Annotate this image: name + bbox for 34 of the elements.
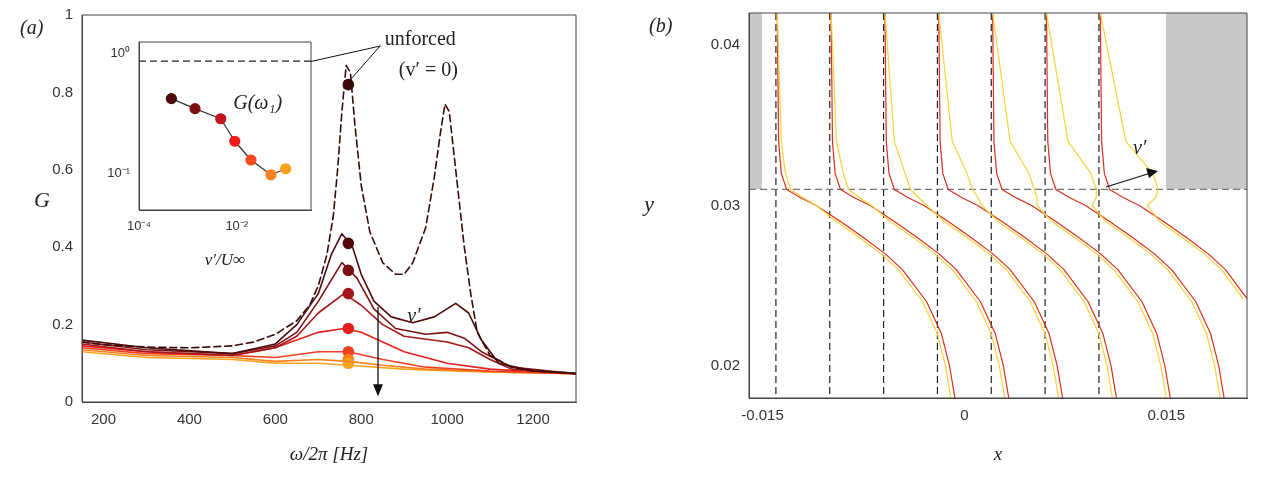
y-tick-label: 0.03 xyxy=(710,195,740,213)
y-tick-label: 10⁻¹ xyxy=(107,165,131,181)
x-tick-label: 0.015 xyxy=(1147,406,1186,424)
x-tick-label: 10⁻⁴ xyxy=(126,218,152,234)
y-tick-label: 0.4 xyxy=(52,237,73,255)
y-tick-label: 0.2 xyxy=(52,314,73,332)
x-axis-title: ω/2π [Hz] xyxy=(289,442,369,464)
y-tick-label: 1 xyxy=(64,5,73,23)
annotation: unforced xyxy=(384,26,456,49)
y-tick-label: 0.8 xyxy=(52,82,73,100)
x-axis-title: v′/U∞ xyxy=(204,250,246,270)
y-tick-label: 0.04 xyxy=(710,35,740,53)
x-tick-label: 0 xyxy=(960,406,969,424)
y-tick-label: 0.6 xyxy=(52,159,73,177)
x-tick-label: 600 xyxy=(262,410,288,428)
x-tick-label: 400 xyxy=(176,410,202,428)
y-axis-title: G xyxy=(34,186,51,212)
y-tick-label: 0 xyxy=(64,392,73,410)
x-tick-label: 1200 xyxy=(516,410,550,428)
y-tick-label: 0.02 xyxy=(710,356,740,374)
chart-title: (a) xyxy=(20,16,44,40)
y-tick-label: 10⁰ xyxy=(110,44,130,60)
x-tick-label: 200 xyxy=(90,410,116,428)
x-tick-label: 800 xyxy=(348,410,374,428)
x-tick-label: 1000 xyxy=(430,410,464,428)
annotation: v′ xyxy=(407,304,422,327)
annotation: (v′ = 0) xyxy=(398,57,458,81)
annotation: v′ xyxy=(1133,135,1147,158)
y-axis-title: y xyxy=(642,191,655,217)
x-axis-title: x xyxy=(992,442,1003,464)
annotation: G(ω₁) xyxy=(233,91,283,115)
x-tick-label: 10⁻² xyxy=(225,218,249,234)
chart-title: (b) xyxy=(649,14,673,38)
x-tick-label: -0.015 xyxy=(741,406,784,424)
